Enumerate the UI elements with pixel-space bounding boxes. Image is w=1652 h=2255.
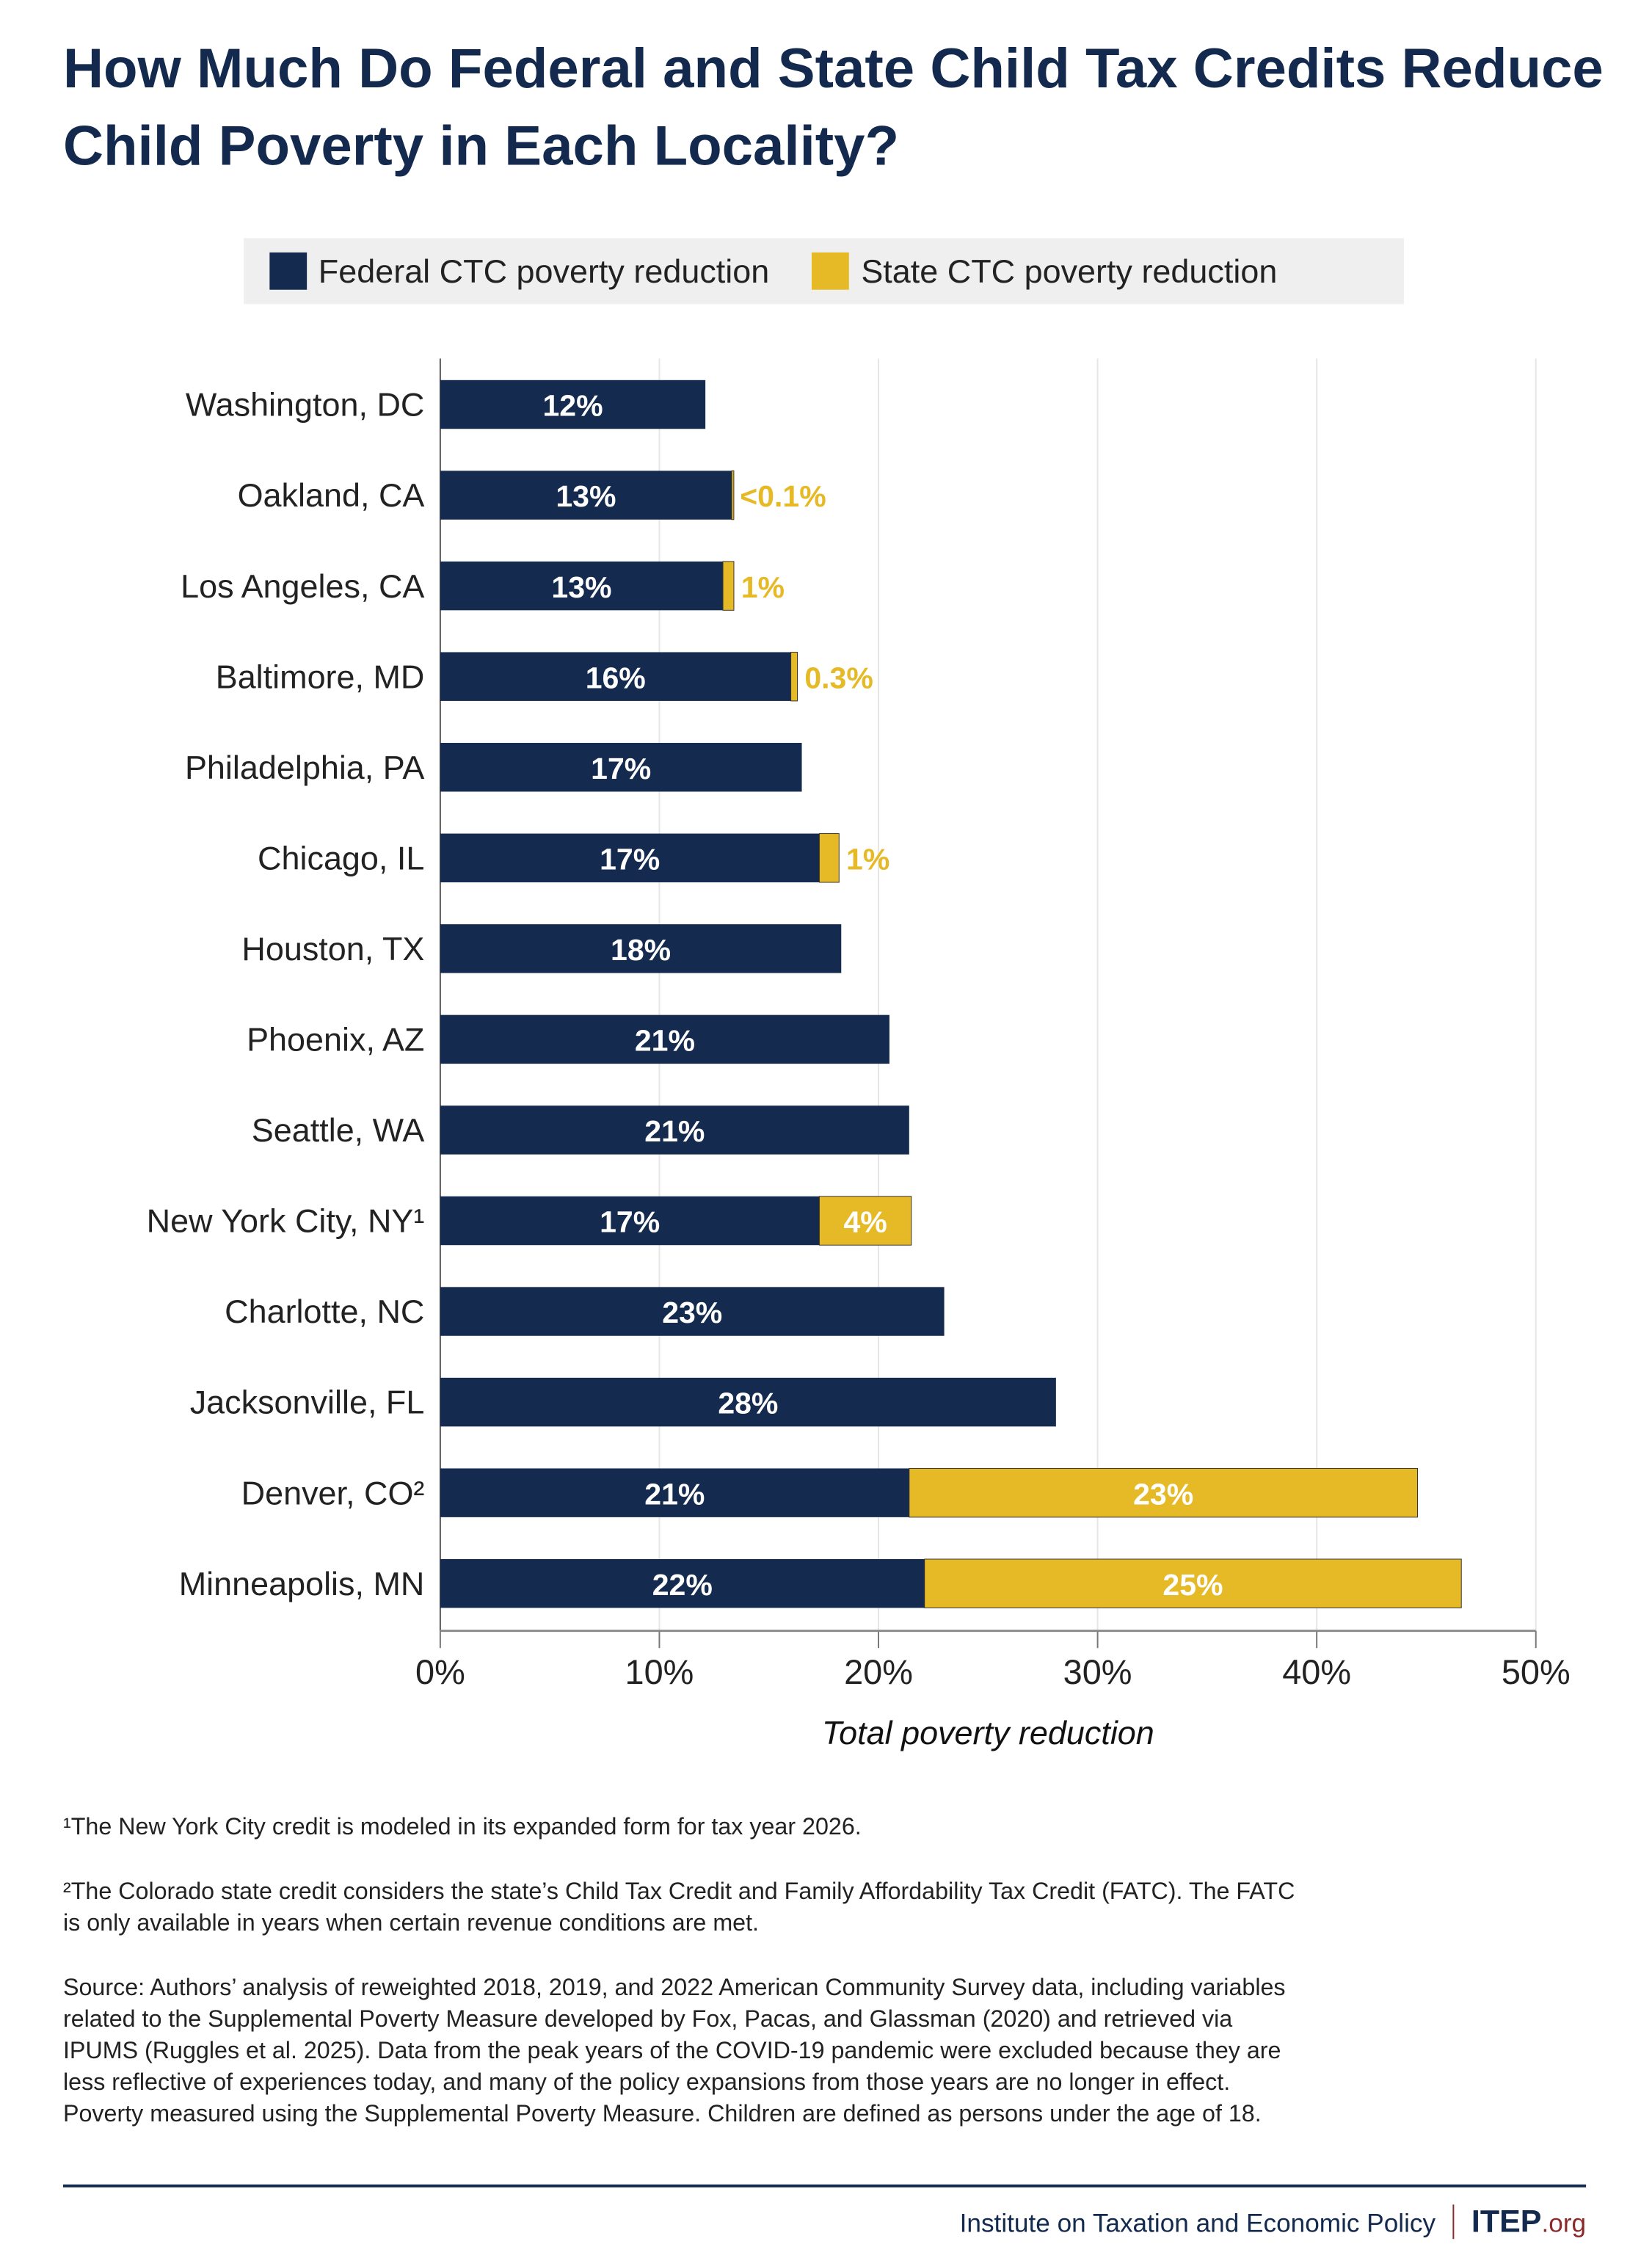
bar-federal xyxy=(440,1196,820,1246)
legend-swatch-state xyxy=(812,252,850,290)
x-tick-label: 20% xyxy=(844,1653,913,1691)
bar-label-federal: 21% xyxy=(644,1477,705,1511)
category-label: Chicago, IL xyxy=(258,839,424,876)
bar-federal xyxy=(440,1014,889,1064)
footnote-2: ²The Colorado state credit considers the… xyxy=(62,1878,1295,1936)
footer-org-name: Institute on Taxation and Economic Polic… xyxy=(959,2209,1436,2238)
legend: Federal CTC poverty reduction State CTC … xyxy=(244,238,1404,305)
bar-label-federal: 21% xyxy=(635,1024,695,1058)
bar-federal xyxy=(440,561,724,611)
category-label: Philadelphia, PA xyxy=(185,749,424,786)
bar-label-federal: 18% xyxy=(611,933,671,967)
bar-label-federal: 13% xyxy=(556,479,616,513)
bar-state xyxy=(790,651,798,702)
x-tick-label: 50% xyxy=(1502,1653,1571,1691)
bar-federal xyxy=(440,924,842,973)
legend-item-federal: Federal CTC poverty reduction xyxy=(269,252,769,291)
legend-item-state: State CTC poverty reduction xyxy=(812,252,1277,291)
bar-federal xyxy=(440,833,820,883)
footer-divider xyxy=(62,2184,1587,2187)
bar-federal xyxy=(440,1105,909,1155)
bar-label-state: 23% xyxy=(1133,1477,1193,1511)
itep-logo: ITEP xyxy=(1471,2203,1542,2240)
category-label: Oakland, CA xyxy=(238,476,425,514)
legend-label-federal: Federal CTC poverty reduction xyxy=(318,251,770,289)
x-tick-label: 0% xyxy=(415,1653,465,1691)
bar-state xyxy=(909,1467,1418,1518)
category-label: Baltimore, MD xyxy=(216,658,425,695)
bar-label-federal: 22% xyxy=(652,1568,713,1602)
itep-logo-suffix: .org xyxy=(1541,2209,1587,2238)
bar-federal xyxy=(440,1287,945,1336)
category-label: Charlotte, NC xyxy=(225,1293,424,1330)
bar-label-state: 4% xyxy=(843,1205,887,1239)
footnote-1: ¹The New York City credit is modeled in … xyxy=(62,1814,862,1840)
bar-label-federal: 13% xyxy=(551,570,611,604)
category-label: Houston, TX xyxy=(241,930,424,967)
legend-label-state: State CTC poverty reduction xyxy=(861,251,1278,289)
bar-label-federal: 12% xyxy=(542,389,603,423)
category-label: Los Angeles, CA xyxy=(181,567,424,605)
bar-label-state: <0.1% xyxy=(740,479,826,513)
bar-state xyxy=(818,833,840,883)
bar-federal xyxy=(440,743,802,792)
bar-label-federal: 17% xyxy=(591,752,651,785)
bar-label-federal: 28% xyxy=(718,1387,778,1420)
category-label: New York City, NY¹ xyxy=(147,1202,425,1240)
x-tick-label: 30% xyxy=(1063,1653,1132,1691)
category-label: Jacksonville, FL xyxy=(190,1384,425,1421)
bar-chart: 0% 10% 20% 30% 40% 50% Total poverty reduction… xyxy=(147,358,1571,1751)
bar-label-federal: 17% xyxy=(600,1205,660,1239)
bar-label-federal: 21% xyxy=(644,1114,705,1148)
x-tick-label: 10% xyxy=(625,1653,694,1691)
legend-swatch-federal xyxy=(269,252,308,290)
bar-federal xyxy=(440,1468,909,1517)
category-label: Phoenix, AZ xyxy=(247,1021,424,1058)
bar-label-state: 25% xyxy=(1162,1568,1223,1602)
bar-federal xyxy=(440,471,732,520)
category-label: Denver, CO² xyxy=(241,1474,425,1511)
bar-label-federal: 23% xyxy=(662,1296,722,1329)
bar-federal xyxy=(440,1377,1056,1427)
category-label: Washington, DC xyxy=(186,386,425,424)
chart-title: How Much Do Federal and State Child Tax … xyxy=(62,38,1604,178)
bar-federal xyxy=(440,652,791,701)
x-tick-label: 40% xyxy=(1282,1653,1351,1691)
bar-label-state: 0.3% xyxy=(804,661,873,694)
bar-label-federal: 17% xyxy=(600,842,660,876)
x-axis-title: Total poverty reduction xyxy=(822,1714,1154,1751)
bar-federal xyxy=(440,1558,925,1608)
category-label: Minneapolis, MN xyxy=(179,1565,425,1602)
bar-label-federal: 16% xyxy=(586,661,646,694)
category-label: Seattle, WA xyxy=(252,1111,425,1149)
bar-state xyxy=(924,1558,1462,1608)
bar-state xyxy=(731,470,735,520)
source-note: Source: Authors’ analysis of reweighted … xyxy=(62,1975,1286,2127)
bar-state xyxy=(818,1196,912,1246)
footer-separator xyxy=(1452,2204,1455,2240)
footer-brand: Institute on Taxation and Economic Polic… xyxy=(959,2203,1587,2240)
bar-label-state: 1% xyxy=(741,570,785,604)
bar-label-state: 1% xyxy=(846,842,889,876)
bar-federal xyxy=(440,380,706,429)
bar-state xyxy=(722,561,735,611)
